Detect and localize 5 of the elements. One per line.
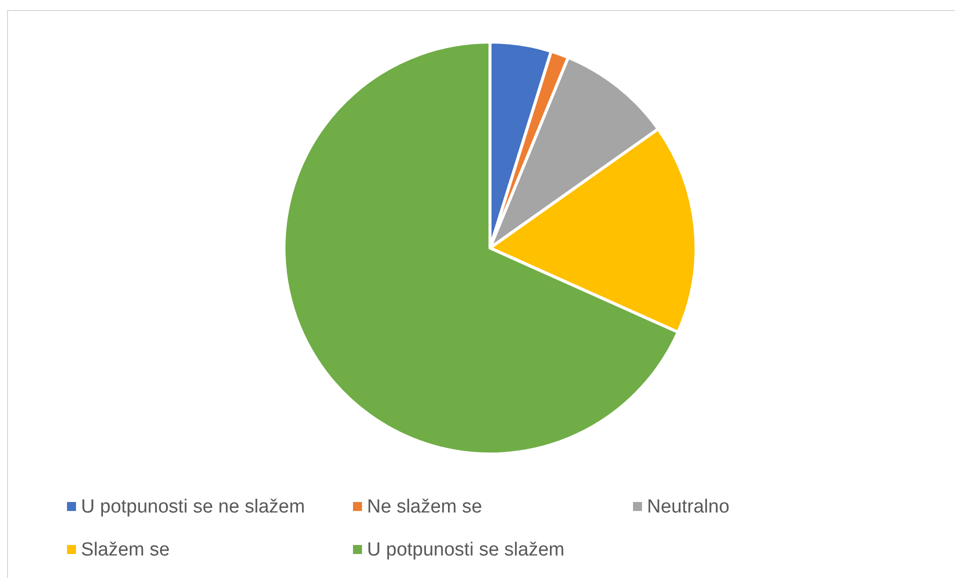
legend-label: U potpunosti se ne slažem	[81, 496, 305, 518]
legend-label: Neutralno	[647, 496, 730, 518]
legend-label: Ne slažem se	[367, 496, 482, 518]
legend-label: Slažem se	[81, 540, 170, 560]
legend-label: U potpunosti se slažem	[367, 540, 564, 560]
